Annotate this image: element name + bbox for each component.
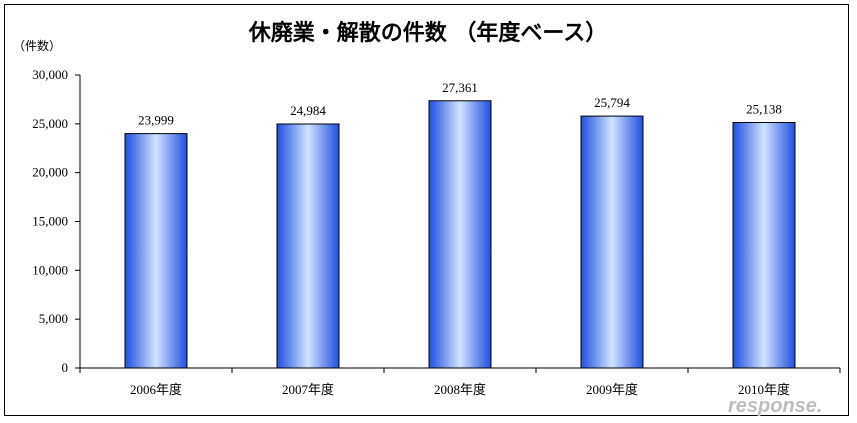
data-label: 25,794 [594, 95, 630, 110]
y-tick-label: 10,000 [32, 262, 68, 277]
data-label: 23,999 [138, 113, 174, 128]
y-tick-label: 20,000 [32, 165, 68, 180]
data-label: 25,138 [746, 101, 782, 116]
x-tick-label: 2007年度 [282, 382, 334, 397]
plot-area: 0 5,000 10,000 15,000 20,000 25,000 30,000 23,9… [32, 67, 841, 397]
y-tick-label: 5,000 [39, 311, 68, 326]
x-tick-label: 2006年度 [130, 382, 182, 397]
x-tick-label: 2009年度 [586, 382, 638, 397]
data-label: 27,361 [442, 80, 478, 95]
data-label: 24,984 [290, 103, 326, 118]
bar [428, 100, 492, 369]
chart-title: 休廃業・解散の件数 （年度ベース） [248, 20, 608, 46]
bar [580, 115, 644, 369]
bar [732, 121, 796, 369]
y-axis-unit: （件数） [13, 38, 61, 53]
x-tick-label: 2010年度 [738, 382, 790, 397]
y-tick-label: 15,000 [32, 214, 68, 229]
x-tick-label: 2008年度 [434, 382, 486, 397]
watermark-logo: response. [728, 395, 822, 417]
bar [124, 133, 188, 369]
y-tick-label: 0 [62, 360, 69, 375]
bar [276, 123, 340, 369]
y-tick-label: 30,000 [32, 67, 68, 82]
y-tick-label: 25,000 [32, 116, 68, 131]
